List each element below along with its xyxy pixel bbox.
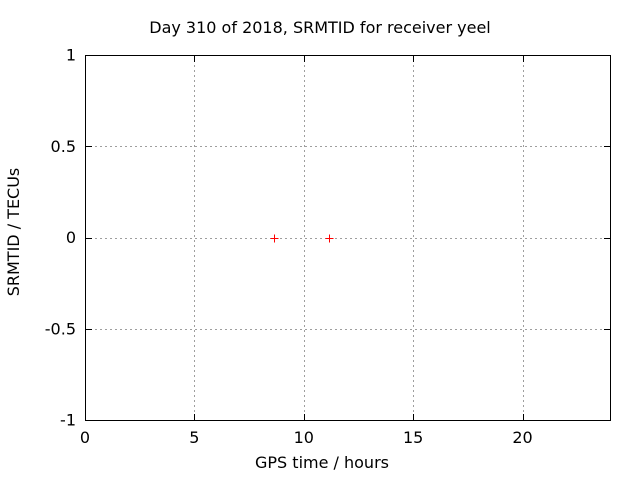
grid-layer [85,55,610,420]
plot-frame [85,55,611,421]
y-tick-label: 1 [66,46,76,65]
x-tick-label: 15 [403,428,423,447]
y-tick-label: 0 [66,228,76,247]
y-axis-label: SRMTID / TECUs [4,168,23,297]
x-tick-label: 10 [294,428,314,447]
data-point-marker [270,234,279,243]
x-tick-label: 20 [512,428,532,447]
x-tick-label: 0 [80,428,90,447]
y-tick-label: -0.5 [45,319,76,338]
x-axis-label: GPS time / hours [255,453,389,472]
data-points [270,234,334,243]
x-tick-label: 5 [189,428,199,447]
y-tick-label: -1 [60,411,76,430]
chart-title: Day 310 of 2018, SRMTID for receiver yee… [149,18,491,37]
plot-border [85,55,611,421]
y-tick-label: 0.5 [51,137,76,156]
tick-marks [85,55,610,421]
tick-labels: 0 5 10 15 20 -1 -0.5 0 0.5 1 [45,46,533,448]
data-point-marker [325,234,334,243]
